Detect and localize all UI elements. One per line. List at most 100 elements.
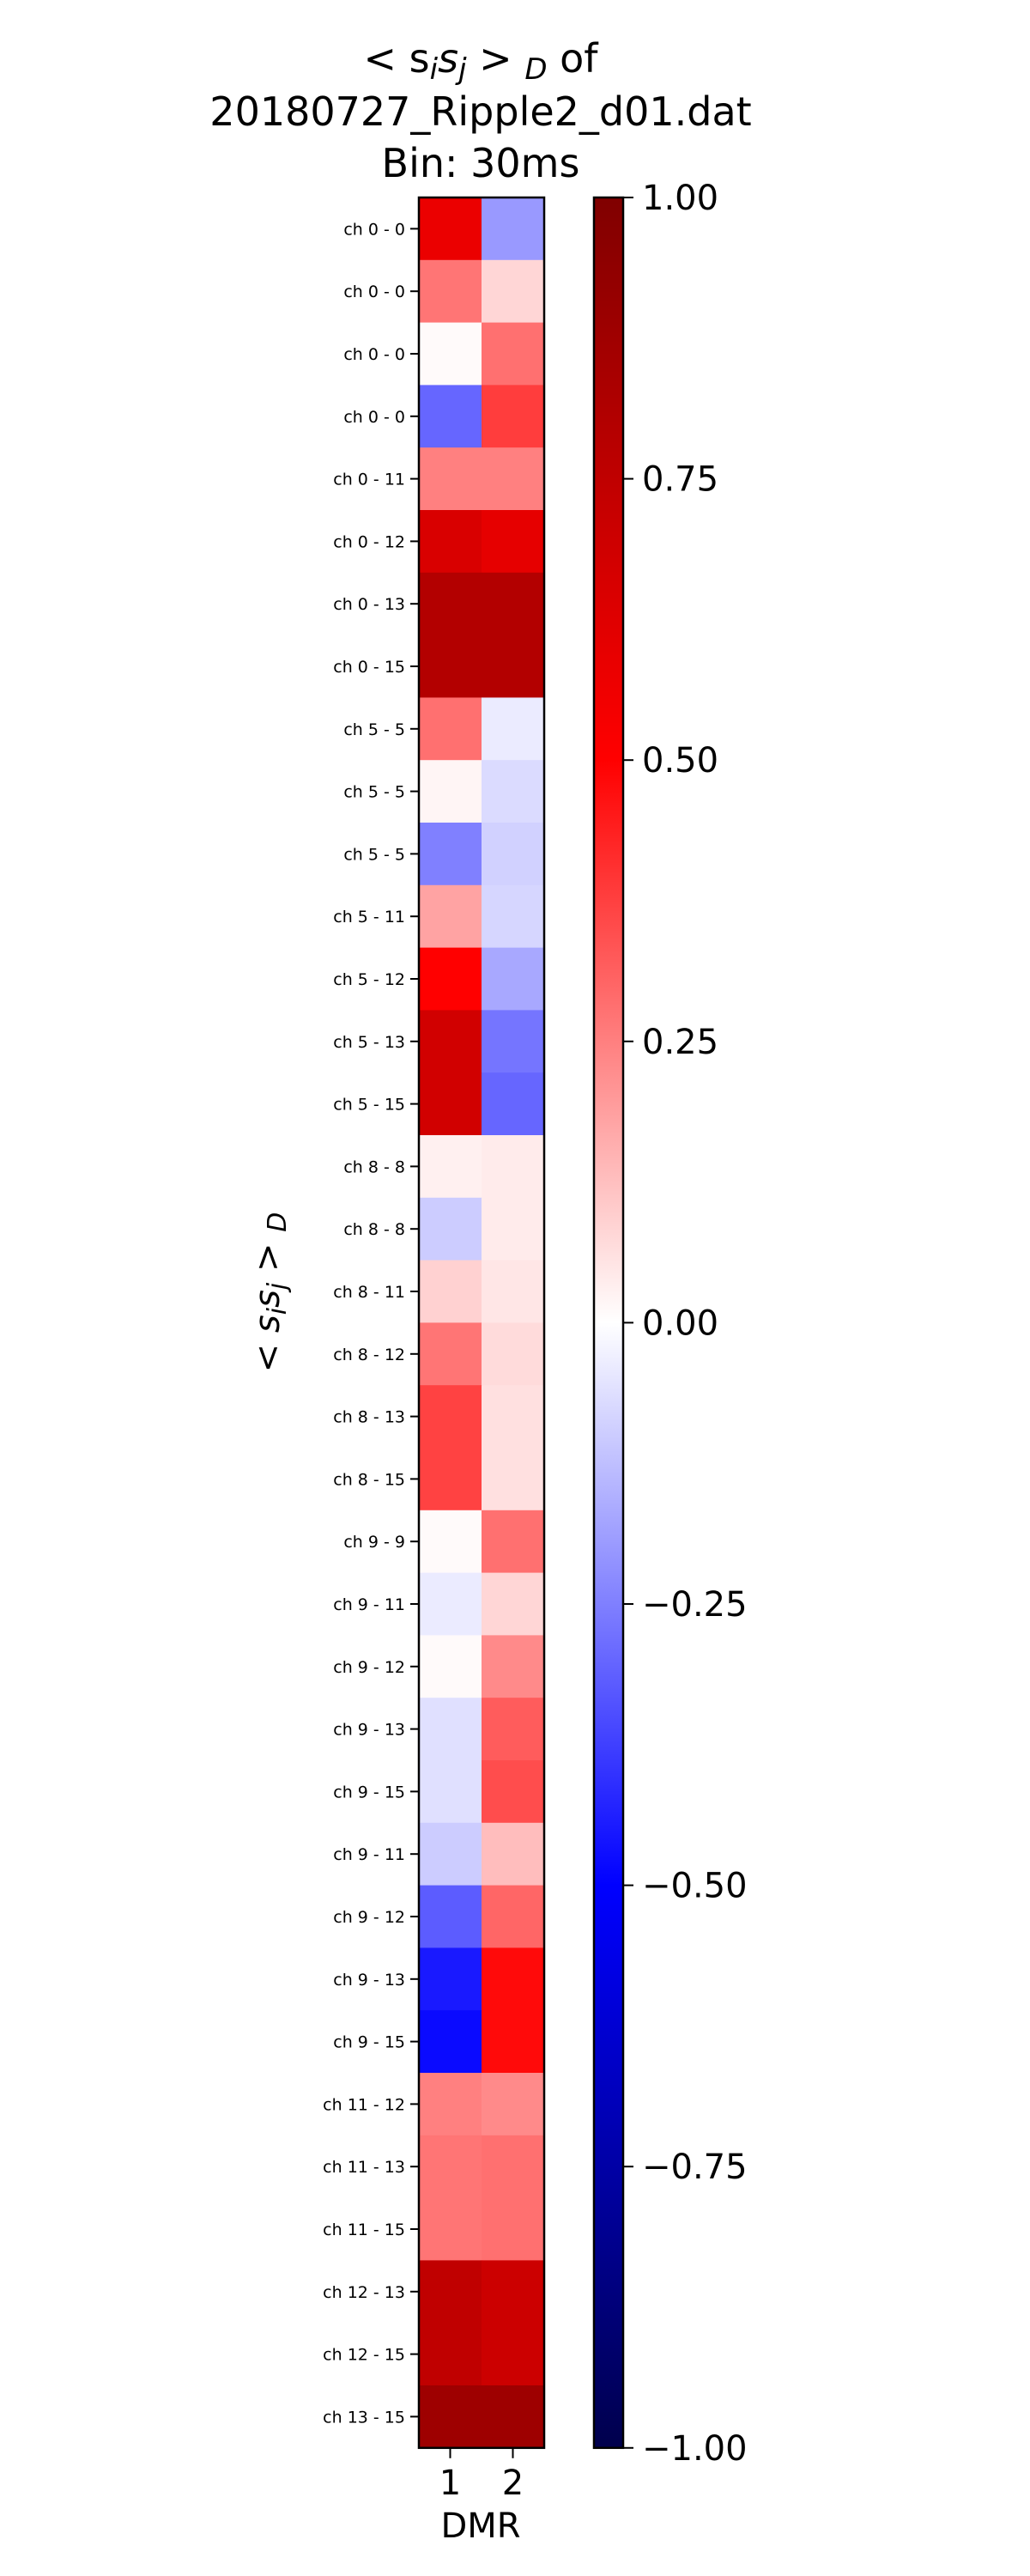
row-tick-label: ch 9 - 15 <box>333 1783 405 1801</box>
row-tick-label: ch 0 - 0 <box>343 408 405 427</box>
row-tick-label: ch 8 - 15 <box>333 1470 405 1489</box>
heatmap-cell <box>419 2073 482 2136</box>
row-tick-label: ch 0 - 0 <box>343 220 405 239</box>
row-tick-label: ch 5 - 11 <box>333 908 405 927</box>
row-tick-label: ch 0 - 0 <box>343 345 405 364</box>
heatmap-cell <box>419 1760 482 1824</box>
heatmap-cell <box>482 322 545 386</box>
heatmap-cell <box>482 2197 545 2261</box>
row-tick-label: ch 13 - 15 <box>323 2408 405 2427</box>
row-tick-label: ch 11 - 13 <box>323 2158 405 2177</box>
row-tick-label: ch 0 - 12 <box>333 532 405 551</box>
heatmap-cell <box>419 1072 482 1136</box>
row-tick-label: ch 9 - 13 <box>333 1721 405 1740</box>
row-tick-label: ch 9 - 11 <box>333 1595 405 1614</box>
heatmap-cell <box>419 2260 482 2324</box>
row-tick-label: ch 8 - 12 <box>333 1346 405 1364</box>
heatmap-cell <box>482 197 545 261</box>
heatmap-cell <box>419 447 482 511</box>
heatmap-cell <box>419 1572 482 1636</box>
colorbar-tick-label: 0.50 <box>642 741 718 781</box>
chart-title-line-1: < sisj > D of <box>364 35 600 87</box>
row-tick-label: ch 11 - 12 <box>323 2095 405 2114</box>
colorbar-ticks: 1.00 0.75 0.50 0.25 0.00 −0.25 −0.50 −0.75 −1.00 <box>623 179 748 2469</box>
y-axis-label: < sisj > D <box>248 1212 293 1373</box>
heatmap-cell <box>482 2073 545 2136</box>
heatmap-frame <box>417 196 546 2450</box>
heatmap-cell <box>419 2010 482 2074</box>
chart-title-line-3: Bin: 30ms <box>382 140 580 186</box>
row-tick-label: ch 11 - 15 <box>323 2221 405 2239</box>
heatmap-cell <box>482 1010 545 1073</box>
heatmap-cell <box>419 1135 482 1199</box>
heatmap-cell <box>482 2260 545 2324</box>
heatmap-cell <box>419 322 482 386</box>
colorbar-tick-label: 0.75 <box>642 460 718 500</box>
heatmap-cell <box>419 2323 482 2386</box>
heatmap-cell <box>482 259 545 324</box>
row-tick-label: ch 9 - 15 <box>333 2033 405 2052</box>
heatmap-cell <box>482 1510 545 1574</box>
colorbar-tick-label: −0.25 <box>642 1585 748 1625</box>
colorbar-tick-label: 0.25 <box>642 1023 718 1062</box>
row-tick-label: ch 8 - 8 <box>343 1157 405 1176</box>
heatmap-cell <box>419 1448 482 1511</box>
heatmap-cell <box>482 1572 545 1636</box>
heatmap-cell <box>482 510 545 574</box>
heatmap-cell <box>482 760 545 823</box>
heatmap-cells <box>419 197 545 2449</box>
heatmap-cell <box>419 884 482 949</box>
heatmap-cell <box>419 572 482 636</box>
heatmap-cell <box>419 1010 482 1073</box>
heatmap-cell <box>482 572 545 636</box>
heatmap-cell <box>482 2385 545 2449</box>
heatmap-cell <box>482 635 545 698</box>
colorbar-tick-label: −0.75 <box>642 2148 748 2187</box>
row-tick-label: ch 5 - 12 <box>333 970 405 989</box>
heatmap-cell <box>482 2010 545 2074</box>
heatmap-cell <box>482 1072 545 1136</box>
heatmap-cell <box>419 2197 482 2261</box>
heatmap-cell <box>482 2135 545 2199</box>
heatmap-cell <box>419 1197 482 1261</box>
heatmap-cell <box>482 2323 545 2386</box>
row-tick-label: ch 5 - 15 <box>333 1096 405 1115</box>
row-tick-label: ch 9 - 9 <box>343 1533 405 1552</box>
heatmap-cell <box>419 1260 482 1323</box>
heatmap-cell <box>482 947 545 1011</box>
heatmap-cell <box>419 697 482 761</box>
colorbar-tick-label: −1.00 <box>642 2429 748 2469</box>
heatmap-cell <box>419 823 482 886</box>
heatmap-cell <box>419 1635 482 1698</box>
column-tick-label: 2 <box>502 2464 524 2503</box>
heatmap-cell <box>419 635 482 698</box>
heatmap-cell <box>482 385 545 448</box>
row-tick-label: ch 0 - 0 <box>343 283 405 301</box>
row-tick-label: ch 5 - 13 <box>333 1033 405 1052</box>
row-tick-label: ch 8 - 8 <box>343 1220 405 1239</box>
heatmap-cell <box>419 1510 482 1574</box>
row-tick-label: ch 0 - 13 <box>333 595 405 614</box>
row-tick-label: ch 9 - 11 <box>333 1845 405 1864</box>
heatmap-cell <box>482 1947 545 2011</box>
colorbar-tick-label: 0.00 <box>642 1303 718 1343</box>
heatmap-cell <box>482 1760 545 1824</box>
heatmap-cell <box>482 1822 545 1886</box>
heatmap-cell <box>419 259 482 324</box>
heatmap-cell <box>482 697 545 761</box>
heatmap-cell <box>419 1698 482 1761</box>
heatmap-cell <box>419 760 482 823</box>
colorbar-tick-label: 1.00 <box>642 179 718 218</box>
x-axis-label: DMR <box>440 2506 520 2546</box>
heatmap-cell <box>482 447 545 511</box>
heatmap-cell <box>482 1260 545 1323</box>
heatmap-cell <box>482 1635 545 1698</box>
heatmap-cell <box>419 385 482 448</box>
heatmap-cell <box>482 823 545 886</box>
row-tick-label: ch 0 - 11 <box>333 471 405 489</box>
heatmap-cell <box>482 1385 545 1449</box>
row-tick-label: ch 5 - 5 <box>343 845 405 864</box>
heatmap-cell <box>482 1448 545 1511</box>
